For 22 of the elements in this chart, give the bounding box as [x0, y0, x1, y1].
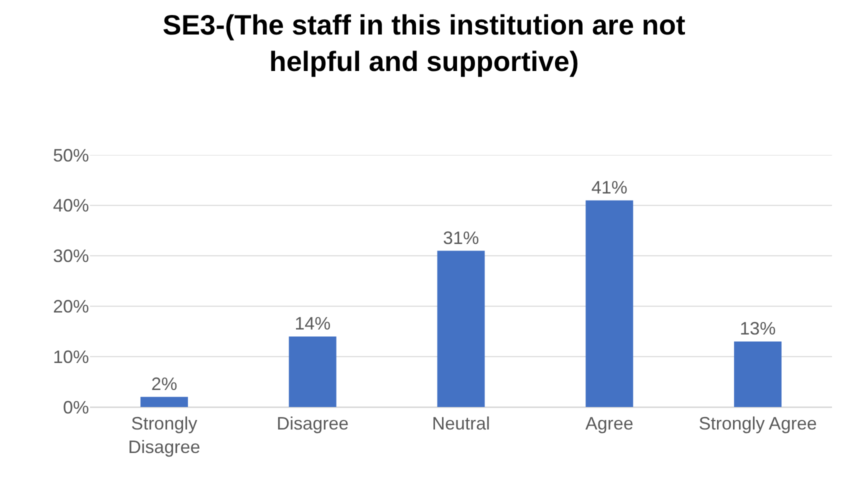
x-tick-label: Agree — [585, 414, 634, 434]
y-tick-label: 10% — [52, 346, 89, 367]
x-tick-label: Strongly Disagree — [128, 414, 200, 457]
y-tick-label: 20% — [52, 296, 89, 316]
x-tick-label: Disagree — [276, 414, 349, 434]
y-tick-label: 30% — [52, 246, 89, 266]
data-label: 2% — [151, 374, 178, 394]
bar — [140, 396, 188, 407]
bar — [734, 341, 782, 407]
y-tick-label: 40% — [52, 196, 89, 216]
chart-title: SE3-(The staff in this institution are not helpful and supportive) — [162, 9, 686, 77]
y-tick-label: 0% — [62, 397, 89, 418]
data-label: 14% — [294, 313, 331, 334]
bar — [288, 336, 336, 407]
x-tick-label: Neutral — [432, 414, 490, 434]
data-label: 13% — [740, 318, 776, 338]
bar — [586, 200, 634, 407]
x-tick-label: Strongly Agree — [698, 414, 817, 434]
data-label: 41% — [591, 177, 628, 198]
y-tick-label: 50% — [52, 145, 89, 166]
data-label: 31% — [442, 228, 480, 248]
bar — [437, 250, 485, 407]
